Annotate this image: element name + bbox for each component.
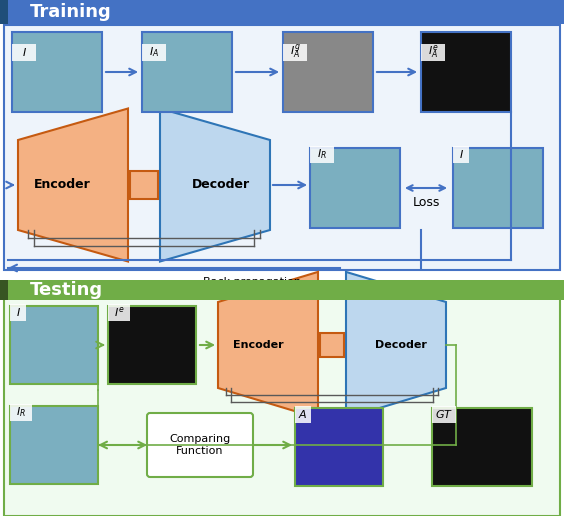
- Bar: [295, 408, 383, 486]
- FancyBboxPatch shape: [283, 44, 307, 61]
- FancyBboxPatch shape: [147, 413, 253, 477]
- Bar: [10, 406, 98, 484]
- Polygon shape: [18, 108, 128, 262]
- Bar: [108, 306, 196, 384]
- Text: $I$: $I$: [459, 148, 464, 160]
- FancyBboxPatch shape: [453, 146, 469, 163]
- Text: $I_A$: $I_A$: [149, 45, 159, 59]
- FancyBboxPatch shape: [421, 44, 445, 61]
- Text: $A$: $A$: [298, 408, 308, 420]
- Text: Decoder: Decoder: [375, 340, 427, 350]
- FancyBboxPatch shape: [10, 304, 26, 321]
- Bar: [0, 280, 564, 300]
- Text: $I^e$: $I^e$: [114, 305, 124, 319]
- Bar: [4, 284, 560, 516]
- Bar: [283, 32, 373, 112]
- Text: $I_R$: $I_R$: [16, 405, 26, 419]
- Text: $I_A^g$: $I_A^g$: [290, 43, 301, 61]
- Bar: [453, 148, 543, 228]
- Bar: [421, 32, 511, 112]
- Text: Loss: Loss: [412, 196, 440, 208]
- FancyBboxPatch shape: [12, 44, 36, 61]
- Bar: [432, 408, 532, 486]
- Text: Encoder: Encoder: [233, 340, 283, 350]
- Text: Training: Training: [30, 3, 112, 21]
- FancyBboxPatch shape: [142, 44, 166, 61]
- Polygon shape: [346, 272, 446, 418]
- Bar: [142, 32, 232, 112]
- Text: Back propagation: Back propagation: [203, 277, 301, 287]
- Text: Comparing
Function: Comparing Function: [169, 434, 231, 456]
- Bar: [0, 0, 8, 24]
- Text: $I_A^e$: $I_A^e$: [428, 43, 438, 60]
- Bar: [12, 32, 102, 112]
- Bar: [0, 0, 564, 24]
- Text: Encoder: Encoder: [34, 179, 90, 191]
- Text: $I$: $I$: [21, 46, 27, 58]
- Bar: [130, 171, 158, 199]
- Text: Testing: Testing: [30, 281, 103, 299]
- FancyBboxPatch shape: [108, 304, 130, 321]
- FancyBboxPatch shape: [432, 406, 456, 423]
- Bar: [0, 280, 8, 300]
- FancyBboxPatch shape: [10, 404, 32, 421]
- Text: $I_R$: $I_R$: [317, 147, 327, 161]
- Bar: [10, 306, 98, 384]
- FancyBboxPatch shape: [295, 406, 311, 423]
- Text: $GT$: $GT$: [435, 408, 453, 420]
- Text: Decoder: Decoder: [191, 179, 249, 191]
- FancyBboxPatch shape: [310, 146, 334, 163]
- Bar: [310, 148, 400, 228]
- Polygon shape: [218, 272, 318, 418]
- Text: $I$: $I$: [15, 306, 20, 318]
- Bar: [4, 25, 560, 270]
- Bar: [320, 333, 344, 357]
- Polygon shape: [160, 108, 270, 262]
